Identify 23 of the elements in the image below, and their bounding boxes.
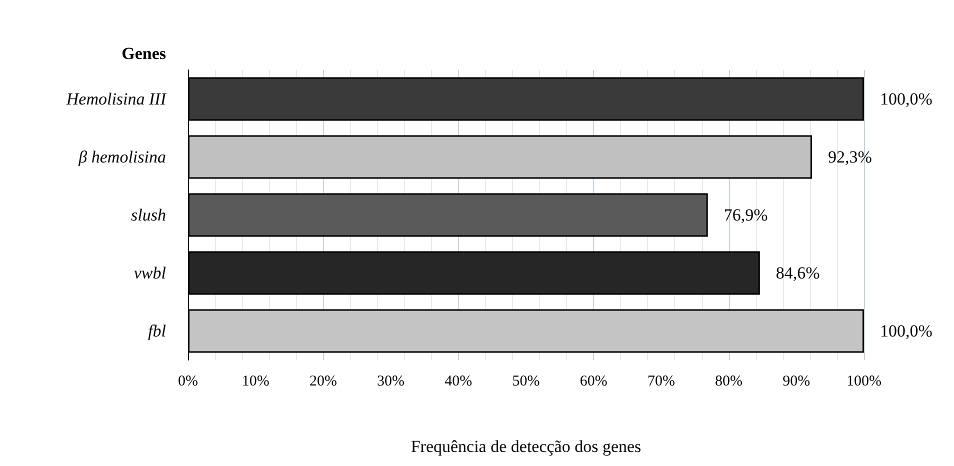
x-tick-label: 20% — [309, 374, 337, 390]
y-tick-label: vwbl — [134, 264, 166, 282]
x-tick-label: 90% — [782, 374, 810, 390]
x-axis-title: Frequência de detecção dos genes — [410, 437, 642, 456]
y-axis-title: Genes — [122, 44, 166, 63]
data-label: 100,0% — [880, 322, 932, 340]
x-tick-label: 60% — [580, 374, 608, 390]
data-label: 92,3% — [828, 148, 872, 166]
x-tick-label: 100% — [846, 374, 882, 390]
x-tick-label: 70% — [647, 374, 675, 390]
x-tick-label: 80% — [715, 374, 743, 390]
data-label: 100,0% — [880, 90, 932, 108]
y-tick-label: Hemolisina III — [65, 90, 168, 108]
x-tick-label: 40% — [444, 374, 472, 390]
x-tick-label: 50% — [512, 374, 540, 390]
y-tick-label: β hemolisina — [78, 148, 166, 166]
x-tick-label: 30% — [377, 374, 405, 390]
x-tick-label: 0% — [178, 374, 198, 390]
x-tick-label: 10% — [242, 374, 270, 390]
y-tick-label: fbl — [148, 322, 166, 340]
data-label: 76,9% — [724, 206, 768, 224]
data-label: 84,6% — [776, 264, 820, 282]
y-tick-label: slush — [131, 206, 166, 224]
